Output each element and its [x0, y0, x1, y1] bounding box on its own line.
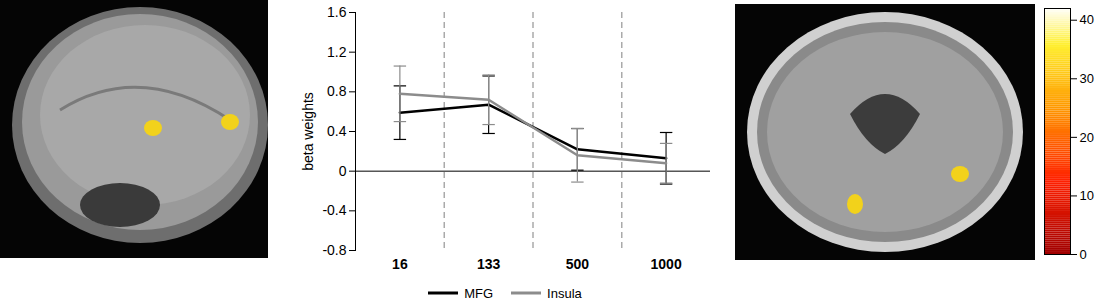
svg-text:20: 20: [1080, 130, 1094, 145]
svg-text:500: 500: [566, 256, 590, 272]
svg-text:-0.4: -0.4: [322, 202, 346, 218]
svg-text:1.6: 1.6: [327, 4, 347, 20]
svg-text:10: 10: [1080, 188, 1094, 203]
svg-text:0.4: 0.4: [327, 123, 347, 139]
svg-text:40: 40: [1080, 12, 1094, 27]
svg-text:30: 30: [1080, 71, 1094, 86]
svg-text:133: 133: [477, 256, 501, 272]
svg-text:beta weights: beta weights: [300, 92, 316, 171]
svg-text:16: 16: [392, 256, 408, 272]
svg-text:0: 0: [339, 163, 347, 179]
svg-text:1.2: 1.2: [327, 44, 347, 60]
svg-text:0.8: 0.8: [327, 83, 347, 99]
html-text:MFG: MFG: [464, 285, 494, 301]
html-text:Insula: Insula: [547, 285, 582, 301]
svg-text:0: 0: [1080, 247, 1087, 262]
svg-text:-0.8: -0.8: [322, 242, 346, 258]
svg-text:1000: 1000: [651, 256, 682, 272]
